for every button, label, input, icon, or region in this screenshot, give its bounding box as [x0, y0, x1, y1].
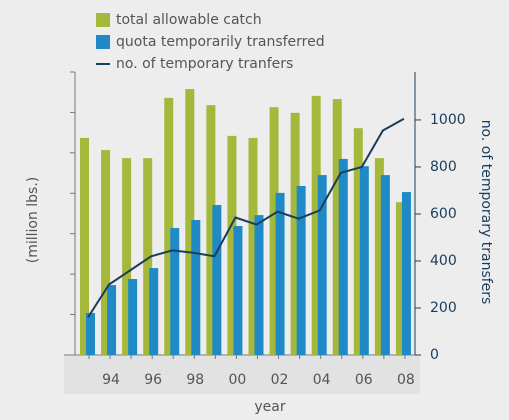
bar: [212, 205, 222, 355]
bar: [317, 175, 327, 355]
x-tick-label: 08: [397, 372, 415, 388]
bar: [164, 97, 174, 356]
x-tick-label: 94: [102, 372, 120, 388]
bar: [80, 137, 89, 355]
bar: [311, 95, 321, 356]
legend-label: total allowable catch: [116, 12, 262, 28]
y2-tick-label: 200: [430, 300, 457, 316]
bar: [353, 128, 363, 355]
y2-tick-label: 1000: [430, 112, 466, 128]
line-series: [87, 117, 405, 318]
bar: [86, 312, 95, 355]
bar: [206, 105, 216, 355]
bar: [401, 192, 411, 355]
y2-tick-label: 800: [430, 159, 457, 175]
bar: [107, 285, 117, 355]
bar: [332, 99, 342, 355]
x-tick-label: 00: [229, 372, 247, 388]
bar: [122, 158, 132, 355]
y2-tick-label: 400: [430, 253, 457, 269]
bar: [227, 135, 237, 355]
bar: [338, 158, 348, 355]
x-tick-label: 06: [355, 372, 373, 388]
y2-axis-label: no. of temporary transfers: [478, 120, 494, 305]
bar: [248, 137, 258, 355]
bar: [149, 268, 159, 355]
bar: [128, 278, 138, 355]
bar: [395, 202, 405, 355]
x-tick-label: 98: [186, 372, 204, 388]
bar: [269, 107, 279, 356]
x-axis-label: year: [254, 399, 285, 415]
legend-swatch: [96, 13, 110, 27]
bar: [359, 166, 369, 355]
x-axis-band: [64, 356, 420, 394]
legend-label: quota temporarily transferred: [116, 34, 325, 50]
bar: [185, 88, 195, 355]
x-tick-label: 96: [144, 372, 162, 388]
y-axis-label: (million lbs.): [25, 177, 41, 264]
bar: [296, 186, 306, 355]
bar: [374, 158, 384, 355]
bar: [101, 150, 111, 355]
bar: [143, 158, 153, 355]
legend-swatch: [96, 35, 110, 49]
y2-tick-label: 0: [430, 347, 439, 363]
bar: [233, 226, 243, 355]
x-tick-label: 02: [271, 372, 289, 388]
bar: [170, 228, 180, 355]
bar: [191, 219, 201, 355]
bar: [290, 112, 300, 355]
y2-tick-label: 600: [430, 206, 457, 222]
bar: [254, 215, 264, 355]
legend-label: no. of temporary tranfers: [116, 56, 293, 72]
bar: [380, 175, 390, 355]
bar: [275, 192, 285, 355]
x-tick-label: 04: [313, 372, 331, 388]
